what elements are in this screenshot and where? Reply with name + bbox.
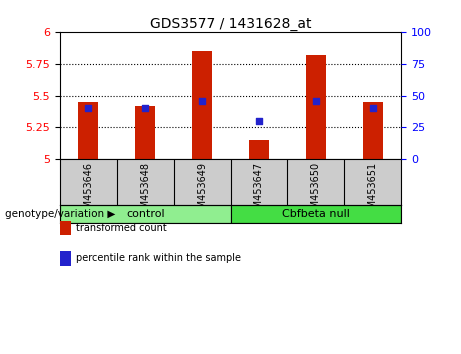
- Bar: [306, 55, 326, 159]
- Text: GSM453650: GSM453650: [311, 161, 321, 221]
- Bar: [78, 102, 98, 159]
- Title: GDS3577 / 1431628_at: GDS3577 / 1431628_at: [150, 17, 311, 31]
- Text: transformed count: transformed count: [76, 223, 167, 233]
- Text: GSM453647: GSM453647: [254, 161, 264, 221]
- Bar: [230, 205, 401, 223]
- Bar: [363, 102, 383, 159]
- Text: GSM453648: GSM453648: [140, 161, 150, 221]
- Text: GSM453649: GSM453649: [197, 161, 207, 221]
- Text: percentile rank within the sample: percentile rank within the sample: [76, 253, 241, 263]
- Text: genotype/variation ▶: genotype/variation ▶: [5, 209, 115, 219]
- Text: GSM453646: GSM453646: [83, 161, 94, 221]
- Text: GSM453651: GSM453651: [367, 161, 378, 221]
- Bar: [192, 51, 212, 159]
- Point: [198, 98, 206, 103]
- Bar: [249, 140, 269, 159]
- Bar: [135, 106, 155, 159]
- Bar: [60, 205, 230, 223]
- Point: [255, 118, 263, 124]
- Point: [142, 105, 149, 111]
- Text: control: control: [126, 209, 165, 219]
- Point: [85, 105, 92, 111]
- Text: Cbfbeta null: Cbfbeta null: [282, 209, 350, 219]
- Point: [312, 98, 319, 103]
- Point: [369, 105, 376, 111]
